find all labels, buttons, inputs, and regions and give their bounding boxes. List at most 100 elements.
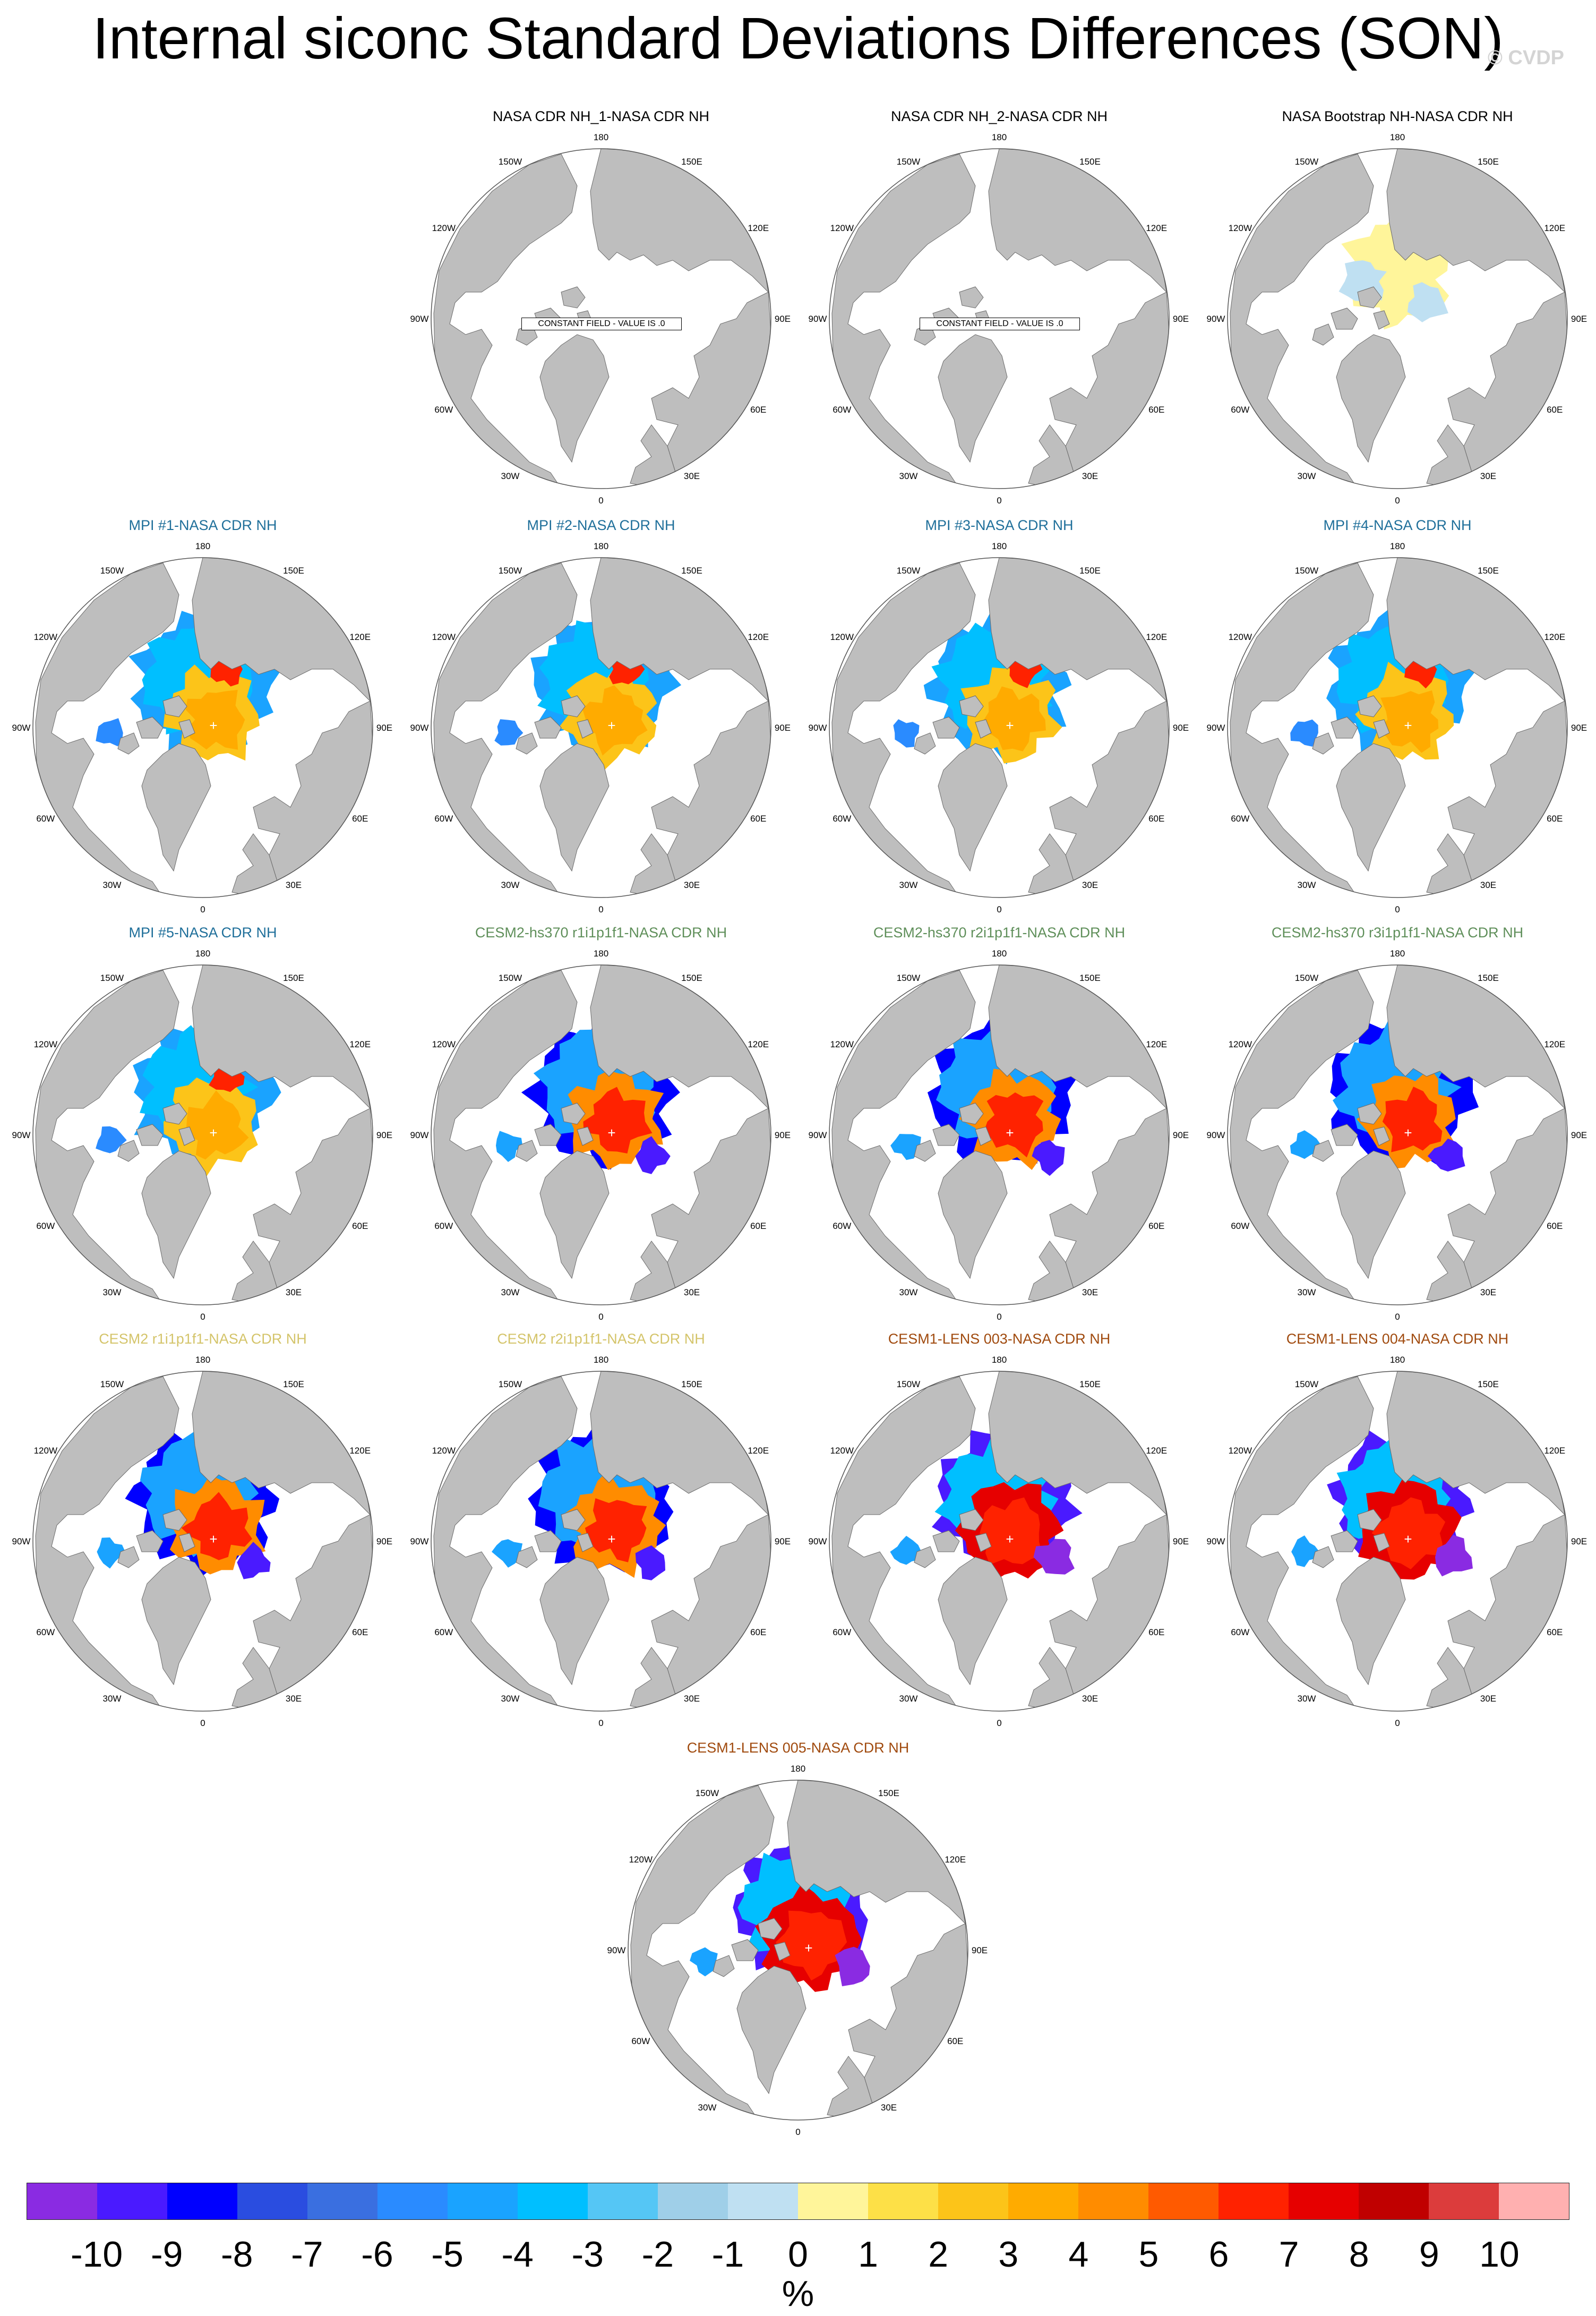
map-panel: +180 150E 120E 90E 60E 30E 0 30W 60W 90W 120W 150W M… — [800, 510, 1198, 919]
lon-label: 180 — [594, 541, 608, 551]
field-bay — [97, 1537, 125, 1569]
lon-label: 180 — [594, 132, 608, 142]
lon-label: 150E — [283, 566, 304, 576]
lon-label: 120E — [945, 1854, 966, 1865]
watermark: © CVDP — [1487, 47, 1564, 69]
lon-label: 150W — [897, 973, 920, 983]
field-bay — [893, 719, 920, 748]
map-panel: +180 150E 120E 90E 60E 30E 0 30W 60W 90W 120W 150W C… — [1198, 917, 1596, 1326]
field-core-inner — [1371, 1497, 1446, 1569]
lon-label: 30E — [684, 880, 700, 890]
map-border — [431, 148, 771, 489]
lon-label: 150E — [283, 973, 304, 983]
map-border — [829, 557, 1170, 898]
lon-label: 120W — [1229, 632, 1252, 642]
colorbar-cell — [448, 2183, 518, 2219]
colorbar-tick-label: -5 — [431, 2234, 464, 2275]
lon-label: 60W — [1231, 1221, 1249, 1231]
lon-label: 150W — [1295, 973, 1318, 983]
lon-label: 120E — [1146, 632, 1167, 642]
lon-label: 30W — [899, 1287, 918, 1297]
lon-label: 150W — [1295, 566, 1318, 576]
lon-label: 90E — [972, 1945, 988, 1955]
lon-label: 60W — [833, 1221, 851, 1231]
lon-label: 150E — [1478, 566, 1499, 576]
lon-label: 150E — [1079, 1379, 1101, 1389]
lon-label: 90E — [775, 314, 791, 324]
lon-label: 60W — [434, 814, 453, 824]
polar-map: +180 150E 120E 90E 60E 30E 0 30W 60W 90W 120W 150W — [1207, 948, 1588, 1322]
lon-label: 150W — [499, 157, 522, 167]
lon-label: 0 — [598, 1312, 603, 1322]
lon-label: 30W — [899, 471, 918, 481]
land — [433, 149, 771, 489]
field-spot — [835, 1946, 870, 1987]
land — [433, 965, 771, 1305]
constant-field-label: CONSTANT FIELD - VALUE IS .0 — [920, 318, 1080, 330]
lon-label: 30E — [286, 1694, 302, 1704]
map-panel: +180 150E 120E 90E 60E 30E 0 30W 60W 90W 120W 150W M… — [1198, 510, 1596, 919]
lon-label: 180 — [594, 1355, 608, 1365]
lon-label: 90W — [12, 1130, 31, 1140]
lon-label: 150E — [1478, 1379, 1499, 1389]
lon-label: 30W — [899, 880, 918, 890]
lon-label: 30E — [1082, 880, 1098, 890]
lon-label: 60E — [1148, 405, 1164, 415]
lon-label: 120E — [748, 1446, 769, 1456]
lon-label: 60E — [1148, 814, 1164, 824]
lon-label: 180 — [1390, 948, 1405, 959]
map-panel: +180 150E 120E 90E 60E 30E 0 30W 60W 90W 120W 150W C… — [1198, 1323, 1596, 1732]
field-core-inner — [585, 1498, 647, 1562]
map-panel: +180 150E 120E 90E 60E 30E 0 30W 60W 90W 120W 150W C… — [4, 1323, 402, 1732]
field-bay — [492, 1539, 523, 1568]
lon-label: 90W — [410, 1130, 429, 1140]
lon-label: 30E — [1082, 471, 1098, 481]
polar-map: +180 150E 120E 90E 60E 30E 0 30W 60W 90W 120W 150W — [1207, 541, 1588, 915]
lon-label: 0 — [1395, 1312, 1400, 1322]
lon-label: 30E — [1480, 1694, 1496, 1704]
lon-label: 30W — [899, 1694, 918, 1704]
land — [35, 965, 373, 1305]
lon-label: 30W — [698, 2103, 717, 2113]
lon-label: 150W — [1295, 157, 1318, 167]
colorbar-cell — [868, 2183, 938, 2219]
colorbar-cell — [377, 2183, 448, 2219]
lon-label: 90W — [809, 314, 827, 324]
lon-label: 60E — [750, 1221, 766, 1231]
map-border — [431, 964, 771, 1305]
panel-title: CESM1-LENS 005-NASA CDR NH — [687, 1740, 909, 1756]
lon-label: 30W — [501, 471, 520, 481]
lon-label: 120W — [34, 1039, 57, 1049]
lon-label: 150E — [1079, 157, 1101, 167]
lon-label: 150E — [681, 157, 702, 167]
lon-label: 30E — [1480, 1287, 1496, 1297]
lon-label: 60E — [1547, 1627, 1563, 1637]
colorbar-tick-label: -2 — [641, 2234, 674, 2275]
map-panel: +180 150E 120E 90E 60E 30E 0 30W 60W 90W 120W 150W C… — [599, 1732, 997, 2141]
lon-label: 60W — [36, 1627, 55, 1637]
lon-label: 0 — [598, 495, 603, 506]
field-core-inner — [1379, 690, 1439, 753]
field-core-inner — [181, 1492, 252, 1560]
field-spot — [1435, 1535, 1473, 1577]
lon-label: 150E — [878, 1788, 899, 1798]
field-bay — [496, 1131, 523, 1162]
colorbar-cell — [1078, 2183, 1148, 2219]
land — [1230, 149, 1567, 489]
field-bay — [96, 718, 123, 747]
field-bay — [96, 1126, 127, 1153]
lon-label: 30W — [501, 1694, 520, 1704]
colorbar-cell — [1219, 2183, 1289, 2219]
lon-label: 0 — [598, 1718, 603, 1728]
colorbar-tick-label: -9 — [150, 2234, 183, 2275]
lon-label: 30E — [684, 471, 700, 481]
colorbar-cell — [1499, 2183, 1569, 2219]
lon-label: 120E — [349, 1446, 371, 1456]
map-border — [1227, 148, 1568, 489]
colorbar-tick-label: -7 — [291, 2234, 323, 2275]
colorbar-unit: % — [782, 2274, 814, 2314]
lon-label: 150W — [499, 1379, 522, 1389]
lon-label: 0 — [795, 2127, 800, 2137]
lon-label: 60W — [434, 405, 453, 415]
colorbar-tick-label: 8 — [1349, 2234, 1369, 2275]
